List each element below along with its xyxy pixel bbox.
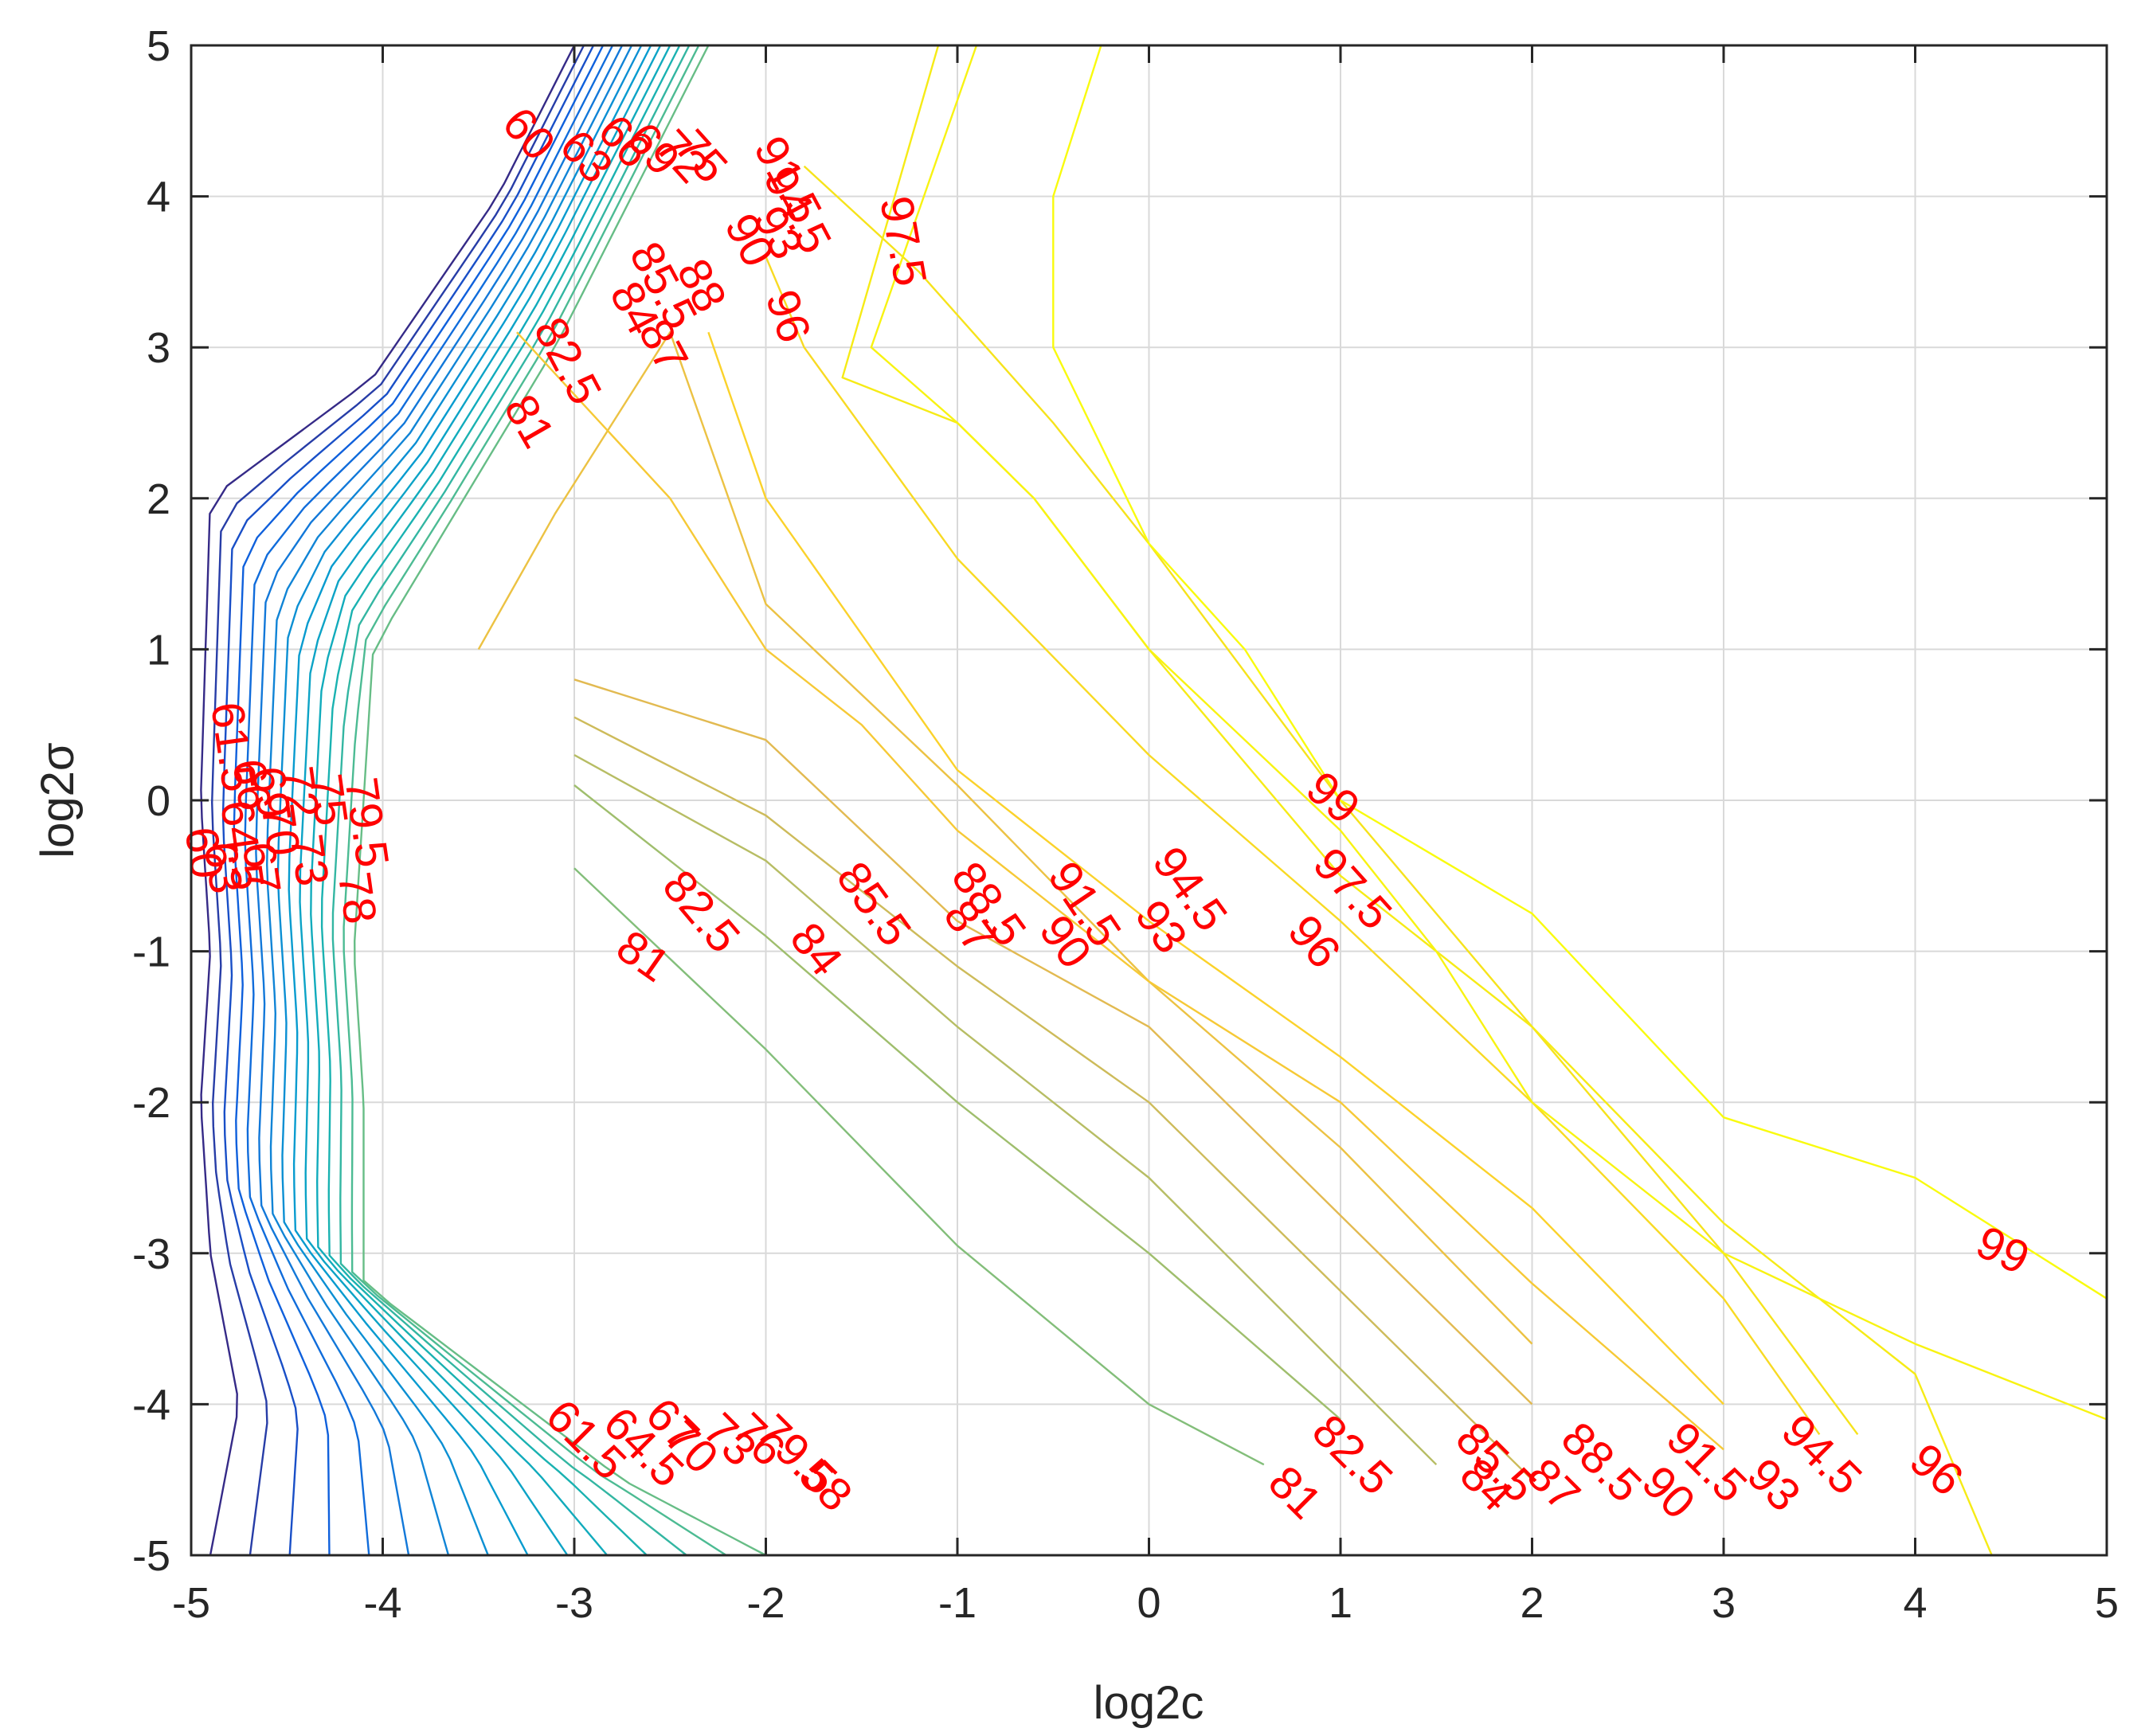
x-tick-label: -5 bbox=[172, 1579, 210, 1627]
contour-label: 78 bbox=[328, 869, 386, 927]
contour-line-73.5 bbox=[310, 45, 671, 1556]
tick-layer: -5 -4 -3 -2 -1 0 1 2 3 4 5 -5 -4 -3 -2 -1 0 1 2 3 4 5 bbox=[132, 22, 2119, 1627]
contour-line-87 bbox=[573, 678, 1533, 1406]
contour-line-90 bbox=[516, 331, 1724, 1451]
contour-line-84 bbox=[573, 754, 1438, 1466]
contour-line-70.5 bbox=[288, 45, 652, 1556]
x-axis-title: log2c bbox=[1094, 1677, 1204, 1729]
contour-line-75 bbox=[320, 45, 681, 1556]
contour-label: 75 bbox=[299, 771, 358, 829]
contour-line-93 bbox=[765, 256, 1821, 1435]
contour-line-69 bbox=[276, 45, 643, 1556]
contour-label: 70 bbox=[252, 801, 310, 859]
contour-line-66 bbox=[255, 45, 624, 1556]
contour-layer bbox=[200, 45, 2108, 1557]
contour-line-67.5 bbox=[266, 45, 633, 1556]
x-tick-label: 1 bbox=[1329, 1579, 1352, 1627]
y-tick-label: 1 bbox=[147, 626, 170, 674]
contour-line-60 bbox=[211, 45, 585, 1556]
contour-label: 69 bbox=[242, 763, 300, 821]
x-tick-label: -1 bbox=[938, 1579, 977, 1627]
contour-line-82.5 bbox=[573, 784, 1341, 1421]
contour-line-63 bbox=[233, 45, 605, 1556]
x-tick-label: 4 bbox=[1903, 1579, 1927, 1627]
contour-label: 73 bbox=[280, 831, 339, 890]
contour-line-99 bbox=[1052, 45, 2108, 1300]
y-tick-label: -1 bbox=[132, 929, 170, 976]
y-tick-label: 5 bbox=[147, 22, 170, 70]
x-tick-label: -3 bbox=[555, 1579, 593, 1627]
contour-line-58.5 bbox=[200, 45, 576, 1556]
contour-line-76.5 bbox=[331, 45, 691, 1556]
contour-line-72 bbox=[299, 45, 662, 1556]
y-tick-label: -5 bbox=[132, 1532, 170, 1580]
contour-line-94.5 bbox=[803, 165, 1859, 1436]
x-tick-label: 0 bbox=[1137, 1579, 1161, 1627]
y-tick-label: -2 bbox=[132, 1079, 170, 1127]
contour-line-97.5 bbox=[870, 45, 2108, 1421]
y-axis-title: log2σ bbox=[32, 742, 84, 858]
x-tick-label: -2 bbox=[746, 1579, 785, 1627]
x-tick-label: 3 bbox=[1712, 1579, 1736, 1627]
y-tick-label: 2 bbox=[147, 475, 170, 523]
contour-line-88.5 bbox=[477, 331, 1533, 1345]
contour-line-81 bbox=[573, 867, 1265, 1466]
y-tick-label: 0 bbox=[147, 777, 170, 825]
contour-label: 79.5 bbox=[335, 774, 399, 870]
contour-label: 61.5 bbox=[201, 699, 264, 796]
contour-line-85.5 bbox=[573, 716, 1533, 1481]
y-tick-label: 4 bbox=[147, 174, 170, 221]
contour-label: 72 bbox=[271, 763, 329, 821]
x-tick-label: 5 bbox=[2095, 1579, 2119, 1627]
y-tick-label: -4 bbox=[132, 1381, 170, 1429]
contour-line-78 bbox=[342, 45, 727, 1557]
contour-label: 67 bbox=[233, 839, 291, 897]
contour-label: 60 bbox=[175, 823, 233, 882]
contour-label: 63 bbox=[194, 839, 252, 897]
contour-line-64.5 bbox=[244, 45, 614, 1556]
x-tick-label: 2 bbox=[1520, 1579, 1544, 1627]
y-tick-label: 3 bbox=[147, 324, 170, 372]
contour-line-79.5 bbox=[354, 45, 767, 1557]
contour-label: 66 bbox=[223, 756, 281, 814]
contour-line-91.5 bbox=[707, 331, 1724, 1406]
contour-label: 64.5 bbox=[210, 797, 274, 893]
x-tick-label: -4 bbox=[363, 1579, 401, 1627]
y-tick-label: -3 bbox=[132, 1230, 170, 1278]
contour-line-61.5 bbox=[221, 45, 595, 1556]
